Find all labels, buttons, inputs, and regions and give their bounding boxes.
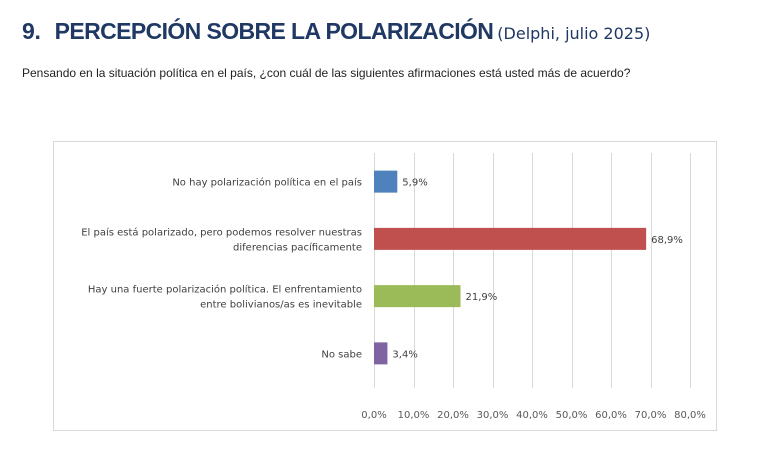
bar xyxy=(374,285,461,308)
data-label: 21,9% xyxy=(466,292,498,303)
x-tick-label: 60,0% xyxy=(595,410,627,421)
section-title: PERCEPCIÓN SOBRE LA POLARIZACIÓN xyxy=(54,18,494,44)
survey-question: Pensando en la situación política en el … xyxy=(22,66,631,80)
category-label: diferencias pacíficamente xyxy=(233,241,362,253)
category-label: Hay una fuerte polarización política. El… xyxy=(88,284,362,296)
x-tick-label: 20,0% xyxy=(437,410,469,421)
page-title: 9. PERCEPCIÓN SOBRE LA POLARIZACIÓN (Delph… xyxy=(22,18,650,45)
x-tick-label: 30,0% xyxy=(477,410,509,421)
bar xyxy=(374,227,647,250)
category-label: entre bolivianos/as es inevitable xyxy=(200,300,362,311)
x-tick-label: 70,0% xyxy=(635,410,667,421)
x-tick-label: 50,0% xyxy=(556,410,588,421)
category-label: No sabe xyxy=(321,349,362,360)
x-tick-label: 80,0% xyxy=(674,410,706,421)
source-note: (Delphi, julio 2025) xyxy=(497,24,651,43)
bar xyxy=(374,342,388,365)
x-tick-label: 10,0% xyxy=(398,410,430,421)
category-label: No hay polarización política en el país xyxy=(172,177,362,189)
category-label: El país está polarizado, pero podemos re… xyxy=(81,226,362,238)
data-label: 3,4% xyxy=(392,349,417,360)
x-tick-label: 40,0% xyxy=(516,410,548,421)
section-number: 9. xyxy=(22,18,41,44)
bar xyxy=(374,170,398,193)
data-label: 5,9% xyxy=(402,178,427,189)
x-tick-label: 0,0% xyxy=(361,410,386,421)
data-label: 68,9% xyxy=(651,235,683,246)
